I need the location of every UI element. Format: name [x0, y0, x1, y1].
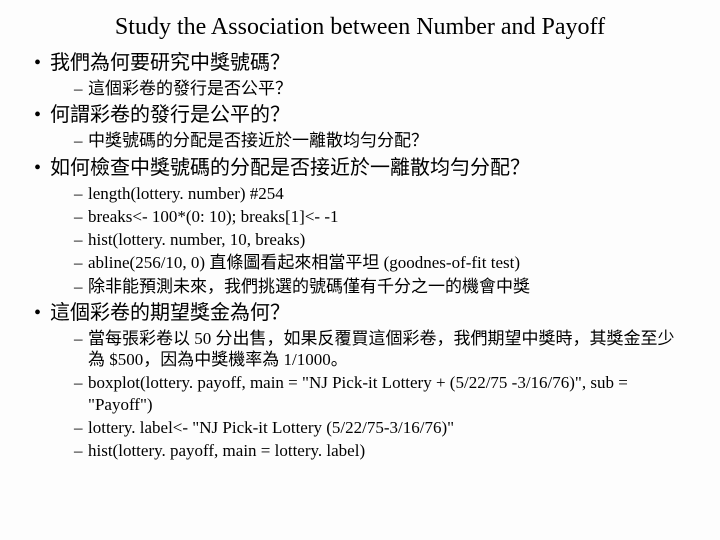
bullet-text: 如何檢查中獎號碼的分配是否接近於一離散均勻分配？: [50, 157, 530, 179]
bullet-text: 我們為何要研究中獎號碼？: [50, 52, 290, 74]
sub-bullet-item: hist(lottery. number, 10, breaks): [74, 229, 690, 250]
bullet-list-level1: 我們為何要研究中獎號碼？ 這個彩卷的發行是否公平？ 何謂彩卷的發行是公平的？ 中…: [30, 51, 690, 461]
bullet-list-level2: 中獎號碼的分配是否接近於一離散均勻分配？: [50, 130, 690, 151]
sub-bullet-item: 中獎號碼的分配是否接近於一離散均勻分配？: [74, 130, 690, 151]
bullet-list-level2: 這個彩卷的發行是否公平？: [50, 78, 690, 99]
bullet-text: 這個彩卷的期望獎金為何？: [50, 302, 290, 324]
bullet-item: 何謂彩卷的發行是公平的？ 中獎號碼的分配是否接近於一離散均勻分配？: [34, 103, 690, 151]
sub-bullet-item: breaks<- 100*(0: 10); breaks[1]<- -1: [74, 206, 690, 227]
bullet-list-level2: 當每張彩卷以 50 分出售，如果反覆買這個彩卷，我們期望中獎時，其獎金至少為 $…: [50, 328, 690, 462]
sub-bullet-item: hist(lottery. payoff, main = lottery. la…: [74, 440, 690, 461]
sub-bullet-item: 當每張彩卷以 50 分出售，如果反覆買這個彩卷，我們期望中獎時，其獎金至少為 $…: [74, 328, 690, 371]
bullet-item: 我們為何要研究中獎號碼？ 這個彩卷的發行是否公平？: [34, 51, 690, 99]
sub-bullet-item: length(lottery. number) #254: [74, 183, 690, 204]
sub-bullet-item: boxplot(lottery. payoff, main = "NJ Pick…: [74, 372, 690, 415]
slide: Study the Association between Number and…: [0, 0, 720, 473]
bullet-item: 這個彩卷的期望獎金為何？ 當每張彩卷以 50 分出售，如果反覆買這個彩卷，我們期…: [34, 301, 690, 462]
bullet-text: 何謂彩卷的發行是公平的？: [50, 104, 290, 126]
bullet-item: 如何檢查中獎號碼的分配是否接近於一離散均勻分配？ length(lottery.…: [34, 156, 690, 297]
bullet-list-level2: length(lottery. number) #254 breaks<- 10…: [50, 183, 690, 297]
sub-bullet-item: 這個彩卷的發行是否公平？: [74, 78, 690, 99]
slide-title: Study the Association between Number and…: [30, 14, 690, 41]
sub-bullet-item: lottery. label<- "NJ Pick-it Lottery (5/…: [74, 417, 690, 438]
sub-bullet-item: abline(256/10, 0) 直條圖看起來相當平坦 (goodnes-of…: [74, 252, 690, 273]
sub-bullet-item: 除非能預測未來，我們挑選的號碼僅有千分之一的機會中獎: [74, 276, 690, 297]
